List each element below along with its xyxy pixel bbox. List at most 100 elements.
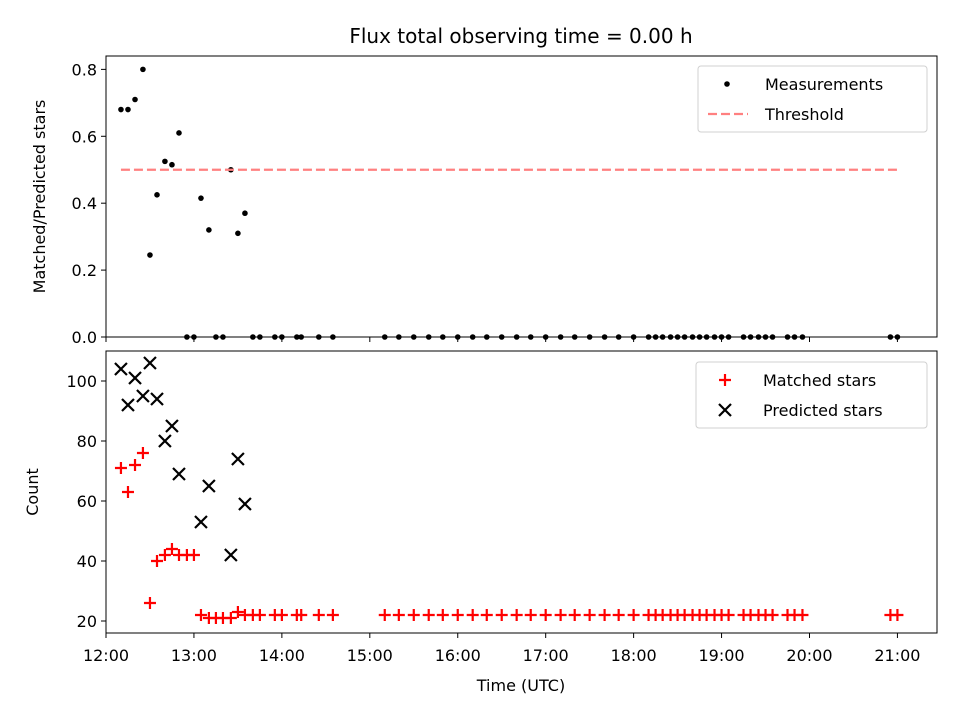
predicted-stars-point [136, 389, 150, 403]
measurements-point [630, 334, 637, 340]
measurements-point [557, 334, 564, 340]
predicted-stars-point [128, 371, 142, 385]
measurements-point [154, 192, 160, 198]
measurements-point [250, 334, 256, 340]
matched-stars-point [187, 549, 200, 561]
measurements-point [469, 334, 476, 340]
measurements-point [272, 334, 278, 340]
predicted-stars-point [121, 398, 135, 412]
measurements-point [667, 334, 674, 340]
measurements-point [652, 334, 659, 340]
matched-stars-point [612, 609, 625, 621]
x-tick-label: 21:00 [874, 646, 920, 665]
measurements-point [483, 334, 490, 340]
measurements-point [513, 334, 520, 340]
x-tick-label: 13:00 [171, 646, 217, 665]
matched-stars-point [451, 609, 464, 621]
top-panel: 0.0 0.2 0.4 0.6 0.8 Matched/Predicted stars Me… [30, 55, 938, 347]
matched-stars-point [480, 609, 493, 621]
measurements-point [316, 334, 322, 340]
matched-stars-point [422, 609, 435, 621]
bottom-y-tick-label: 40 [77, 552, 97, 571]
x-tick-label: 14:00 [259, 646, 305, 665]
measurements-point [769, 334, 776, 340]
bottom-plot-frame [105, 350, 938, 634]
threshold-legend-label: Threshold [764, 105, 844, 124]
x-tick-label: 17:00 [523, 646, 569, 665]
bottom-y-tick-label: 80 [77, 432, 97, 451]
measurements-point [799, 334, 806, 340]
predicted-stars-point [224, 548, 238, 562]
matched-stars-point [136, 447, 149, 459]
matched-stars-legend-label: Matched stars [763, 371, 876, 390]
measurements-point [410, 334, 417, 340]
matched-stars-legend-swatch [719, 374, 731, 386]
measurements-point [294, 334, 300, 340]
measurements-point [140, 66, 146, 73]
measurements-point [242, 210, 248, 217]
measurements-point [169, 161, 175, 168]
x-tick-label: 19:00 [699, 646, 745, 665]
measurements-point [725, 334, 732, 340]
measurements-point [542, 334, 549, 340]
measurements-point [681, 334, 688, 340]
matched-stars-point [121, 486, 134, 498]
top-y-tick-label: 0.6 [72, 127, 97, 146]
x-tick-label: 12:00 [83, 646, 129, 665]
matched-stars-point [495, 609, 508, 621]
matched-stars-point [766, 609, 779, 621]
measurements-point [755, 334, 762, 340]
matched-stars-point [143, 597, 156, 609]
measurements-point [454, 334, 461, 340]
bottom-y-axis-label: Count [23, 468, 42, 516]
measurements-point [659, 334, 666, 340]
matched-stars-point [524, 609, 537, 621]
matched-stars-point [598, 609, 611, 621]
measurements-point [615, 334, 622, 340]
measurements-point [279, 334, 285, 340]
predicted-stars-point [143, 356, 157, 370]
measurements-point [425, 334, 432, 340]
matched-stars-point [554, 609, 567, 621]
predicted-stars-legend-label: Predicted stars [763, 401, 883, 420]
measurements-point [711, 334, 718, 340]
measurements-point [887, 334, 894, 340]
measurements-point [498, 334, 505, 340]
matched-stars-point [158, 549, 171, 561]
measurements-point [132, 96, 138, 103]
top-y-tick-label: 0.2 [72, 261, 97, 280]
measurements-point [762, 334, 769, 340]
measurements-point [740, 334, 747, 340]
measurements-point [696, 334, 703, 340]
matched-stars-point [231, 606, 244, 618]
matched-stars-point [436, 609, 449, 621]
matched-stars-point [627, 609, 640, 621]
x-tick-label: 18:00 [611, 646, 657, 665]
matched-stars-point [510, 609, 523, 621]
measurements-point [791, 334, 798, 340]
bottom-y-tick-label: 60 [77, 492, 97, 511]
measurements-point [298, 334, 305, 340]
matched-stars-point [583, 609, 596, 621]
x-tick-label: 20:00 [786, 646, 832, 665]
matched-stars-point [275, 609, 288, 621]
measurements-point [381, 334, 388, 340]
bottom-y-tick-label: 100 [66, 372, 97, 391]
matched-stars-point [392, 609, 405, 621]
predicted-stars-point [158, 434, 172, 448]
measurements-point [396, 334, 402, 340]
predicted-stars-point [231, 452, 245, 466]
top-y-axis-label: Matched/Predicted stars [30, 100, 49, 294]
predicted-stars-point [114, 362, 128, 376]
measurements-point [220, 334, 226, 340]
measurements-point [718, 334, 725, 340]
measurements-point [125, 106, 131, 113]
measurements-point [586, 334, 593, 340]
top-y-tick-label: 0.0 [72, 328, 97, 347]
matched-stars-point [114, 462, 127, 474]
top-y-tick-label: 0.4 [72, 194, 97, 213]
matched-stars-point [891, 609, 904, 621]
measurements-point [184, 334, 190, 340]
matched-stars-point [326, 609, 339, 621]
measurements-point [235, 230, 241, 237]
